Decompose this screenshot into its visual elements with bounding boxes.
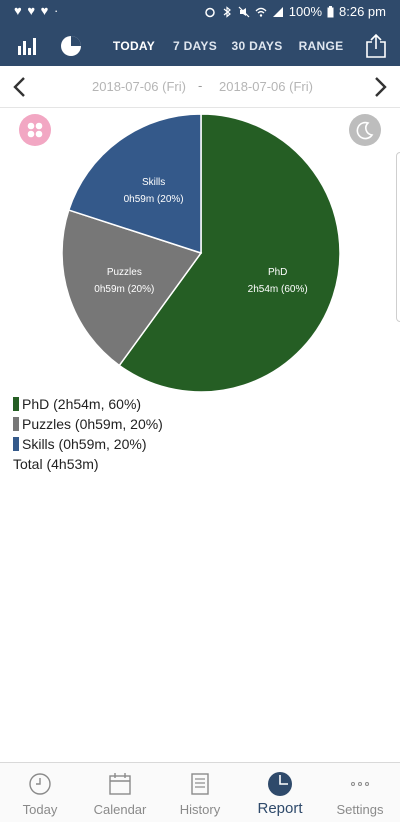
category-grid-button[interactable] [19, 114, 51, 146]
legend-label-puzzles: Puzzles (0h59m, 20%) [22, 416, 163, 432]
tab-range[interactable]: RANGE [292, 26, 350, 66]
bar-chart-icon [18, 38, 36, 55]
legend-total: Total (4h53m) [13, 456, 99, 472]
tab-7-days[interactable]: 7 DAYS [168, 26, 222, 66]
pie-slice-phd[interactable] [118, 113, 341, 393]
tab-7-days-label: 7 DAYS [172, 39, 218, 53]
more-icon [351, 782, 369, 786]
nav-report-label: Report [257, 800, 303, 817]
next-date-arrow[interactable] [368, 74, 392, 100]
pie-label-phd-name: PhD [268, 267, 287, 278]
report-icon [268, 772, 292, 796]
nav-history[interactable]: History [160, 763, 240, 822]
alarm-icon [205, 7, 215, 17]
pie-label-puzzles-name: Puzzles [107, 267, 142, 278]
bar-chart-button[interactable] [8, 26, 46, 66]
clock-icon [29, 773, 51, 795]
nav-calendar[interactable]: Calendar [80, 763, 160, 822]
battery-icon [327, 5, 334, 17]
pie-chart-button[interactable] [50, 26, 92, 66]
share-button[interactable] [358, 26, 394, 66]
status-time: 8:26 pm [339, 4, 386, 19]
grid-icon [27, 122, 43, 138]
nav-today-label: Today [22, 802, 58, 817]
legend-swatch-puzzles [13, 417, 19, 431]
date-end[interactable]: 2018-07-06 (Fri) [219, 79, 313, 94]
report-toolbar: TODAY 7 DAYS 30 DAYS RANGE [0, 26, 400, 68]
wifi-icon [255, 7, 267, 17]
date-range-bar: 2018-07-06 (Fri) - 2018-07-06 (Fri) [0, 66, 400, 108]
date-separator: - [198, 78, 203, 93]
legend-item-puzzles: Puzzles (0h59m, 20%) [13, 414, 163, 434]
pie-chart: PhD 2h54m (60%) Puzzles 0h59m (20%) Skills 0h… [61, 113, 341, 393]
calendar-icon [109, 773, 131, 795]
pie-chart-icon [61, 36, 81, 56]
status-right: 100% 8:26 pm [204, 4, 386, 19]
signal-icon [272, 6, 283, 17]
tab-today-label: TODAY [112, 39, 156, 53]
legend-swatch-phd [13, 397, 19, 411]
nav-settings-label: Settings [336, 802, 384, 817]
app-header: ♥ ♥ ♥ · 100% 8:26 pm [0, 0, 400, 68]
date-start[interactable]: 2018-07-06 (Fri) [92, 79, 186, 94]
chart-legend: PhD (2h54m, 60%) Puzzles (0h59m, 20%) Sk… [13, 394, 163, 474]
side-drawer-handle[interactable] [396, 152, 400, 322]
tab-30-days-label: 30 DAYS [231, 39, 283, 53]
nav-history-label: History [179, 802, 221, 817]
tab-range-label: RANGE [298, 39, 344, 53]
pie-slice-puzzles[interactable] [61, 209, 203, 367]
legend-label-phd: PhD (2h54m, 60%) [22, 396, 142, 412]
nav-calendar-label: Calendar [93, 802, 147, 817]
nav-report[interactable]: Report [240, 763, 320, 822]
pie-label-skills-name: Skills [142, 177, 165, 188]
bluetooth-icon [223, 5, 231, 18]
history-icon [191, 773, 209, 795]
pie-label-puzzles-value: 0h59m (20%) [94, 284, 154, 295]
mute-icon [238, 6, 250, 17]
battery-percent: 100% [288, 4, 323, 19]
nav-today[interactable]: Today [0, 763, 80, 822]
legend-label-skills: Skills (0h59m, 20%) [22, 436, 147, 452]
pie-label-skills-value: 0h59m (20%) [124, 194, 184, 205]
tab-30-days[interactable]: 30 DAYS [226, 26, 288, 66]
bottom-navigation: Today Calendar History Report [0, 762, 400, 822]
status-bar: ♥ ♥ ♥ · 100% 8:26 pm [0, 0, 400, 24]
legend-item-phd: PhD (2h54m, 60%) [13, 394, 163, 414]
status-notification-icons: ♥ ♥ ♥ · [14, 3, 60, 18]
night-mode-button[interactable] [349, 114, 381, 146]
share-icon [366, 33, 386, 58]
pie-slice-skills[interactable] [67, 113, 202, 255]
tab-today[interactable]: TODAY [104, 26, 164, 66]
nav-settings[interactable]: Settings [320, 763, 400, 822]
moon-icon [356, 121, 374, 140]
legend-swatch-skills [13, 437, 19, 451]
previous-date-arrow[interactable] [8, 74, 32, 100]
legend-item-skills: Skills (0h59m, 20%) [13, 434, 163, 454]
pie-label-phd-value: 2h54m (60%) [248, 284, 308, 295]
